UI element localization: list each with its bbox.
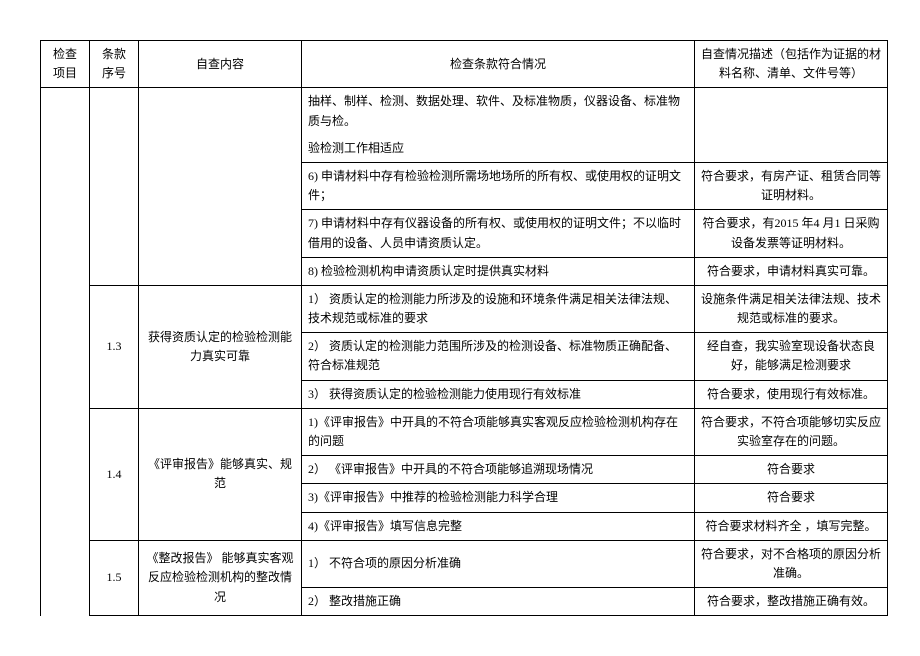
cell-compliance: 3） 获得资质认定的检验检测能力使用现行有效标准 (302, 380, 695, 408)
header-compliance: 检查条款符合情况 (302, 41, 695, 88)
cell-compliance: 2） 《评审报告》中开具的不符合项能够追溯现场情况 (302, 456, 695, 484)
header-description: 自查情况描述（包括作为证据的材料名称、清单、文件号等） (695, 41, 888, 88)
header-project: 检查项目 (41, 41, 90, 88)
cell-compliance: 3)《评审报告》中推荐的检验检测能力科学合理 (302, 484, 695, 512)
cell-desc: 符合要求，对不合格项的原因分析准确。 (695, 540, 888, 587)
cell-project (41, 88, 90, 616)
table-row: 1.3 获得资质认定的检验检测能力真实可靠 1） 资质认定的检测能力所涉及的设施… (41, 285, 888, 332)
cell-desc: 符合要求，申请材料真实可靠。 (695, 257, 888, 285)
cell-content-1-5: 《整改报告》 能够真实客观反应检验检测机构的整改情况 (139, 540, 302, 616)
cell-desc: 符合要求材料齐全 ，填写完整。 (695, 512, 888, 540)
cell-content-1-3: 获得资质认定的检验检测能力真实可靠 (139, 285, 302, 408)
cell-desc (695, 88, 888, 135)
cell-desc: 符合要求，整改措施正确有效。 (695, 588, 888, 616)
cell-compliance: 验检测工作相适应 (302, 135, 695, 163)
cell-desc: 符合要求，有房产证、租赁合同等证明材料。 (695, 162, 888, 209)
cell-compliance: 8) 检验检测机构申请资质认定时提供真实材料 (302, 257, 695, 285)
cell-clause-1-3: 1.3 (90, 285, 139, 408)
cell-compliance: 6) 申请材料中存有检验检测所需场地场所的所有权、或使用权的证明文件； (302, 162, 695, 209)
cell-desc: 设施条件满足相关法律法规、技术规范或标准的要求。 (695, 285, 888, 332)
cell-compliance: 1） 资质认定的检测能力所涉及的设施和环境条件满足相关法律法规、技术规范或标准的… (302, 285, 695, 332)
cell-clause-1-4: 1.4 (90, 408, 139, 540)
cell-compliance: 1)《评审报告》中开具的不符合项能够真实客观反应检验检测机构存在的问题 (302, 408, 695, 455)
table-row: 1.4 《评审报告》能够真实、规范 1)《评审报告》中开具的不符合项能够真实客观… (41, 408, 888, 455)
cell-desc: 符合要求，不符合项能够切实反应实验室存在的问题。 (695, 408, 888, 455)
cell-clause-1-5: 1.5 (90, 540, 139, 616)
cell-compliance: 1） 不符合项的原因分析准确 (302, 540, 695, 587)
table-row: 抽样、制样、检测、数据处理、软件、及标准物质，仪器设备、标准物质与检。 (41, 88, 888, 135)
cell-compliance: 2） 资质认定的检测能力范围所涉及的检测设备、标准物质正确配备、符合标准规范 (302, 333, 695, 380)
cell-clause (90, 88, 139, 286)
cell-desc: 符合要求，使用现行有效标准。 (695, 380, 888, 408)
header-clause: 条款序号 (90, 41, 139, 88)
inspection-table: 检查项目 条款序号 自查内容 检查条款符合情况 自查情况描述（包括作为证据的材料… (40, 40, 888, 616)
header-selfcheck: 自查内容 (139, 41, 302, 88)
cell-content-1-4: 《评审报告》能够真实、规范 (139, 408, 302, 540)
cell-compliance: 7) 申请材料中存有仪器设备的所有权、或使用权的证明文件；不以临时借用的设备、人… (302, 210, 695, 257)
cell-compliance: 2） 整改措施正确 (302, 588, 695, 616)
cell-desc: 符合要求 (695, 484, 888, 512)
cell-content (139, 88, 302, 286)
header-row: 检查项目 条款序号 自查内容 检查条款符合情况 自查情况描述（包括作为证据的材料… (41, 41, 888, 88)
cell-desc: 经自查，我实验室现设备状态良好，能够满足检测要求 (695, 333, 888, 380)
cell-desc (695, 135, 888, 163)
cell-compliance: 抽样、制样、检测、数据处理、软件、及标准物质，仪器设备、标准物质与检。 (302, 88, 695, 135)
table-row: 1.5 《整改报告》 能够真实客观反应检验检测机构的整改情况 1） 不符合项的原… (41, 540, 888, 587)
cell-desc: 符合要求 (695, 456, 888, 484)
cell-desc: 符合要求，有2015 年4 月1 日采购设备发票等证明材料。 (695, 210, 888, 257)
cell-compliance: 4)《评审报告》填写信息完整 (302, 512, 695, 540)
